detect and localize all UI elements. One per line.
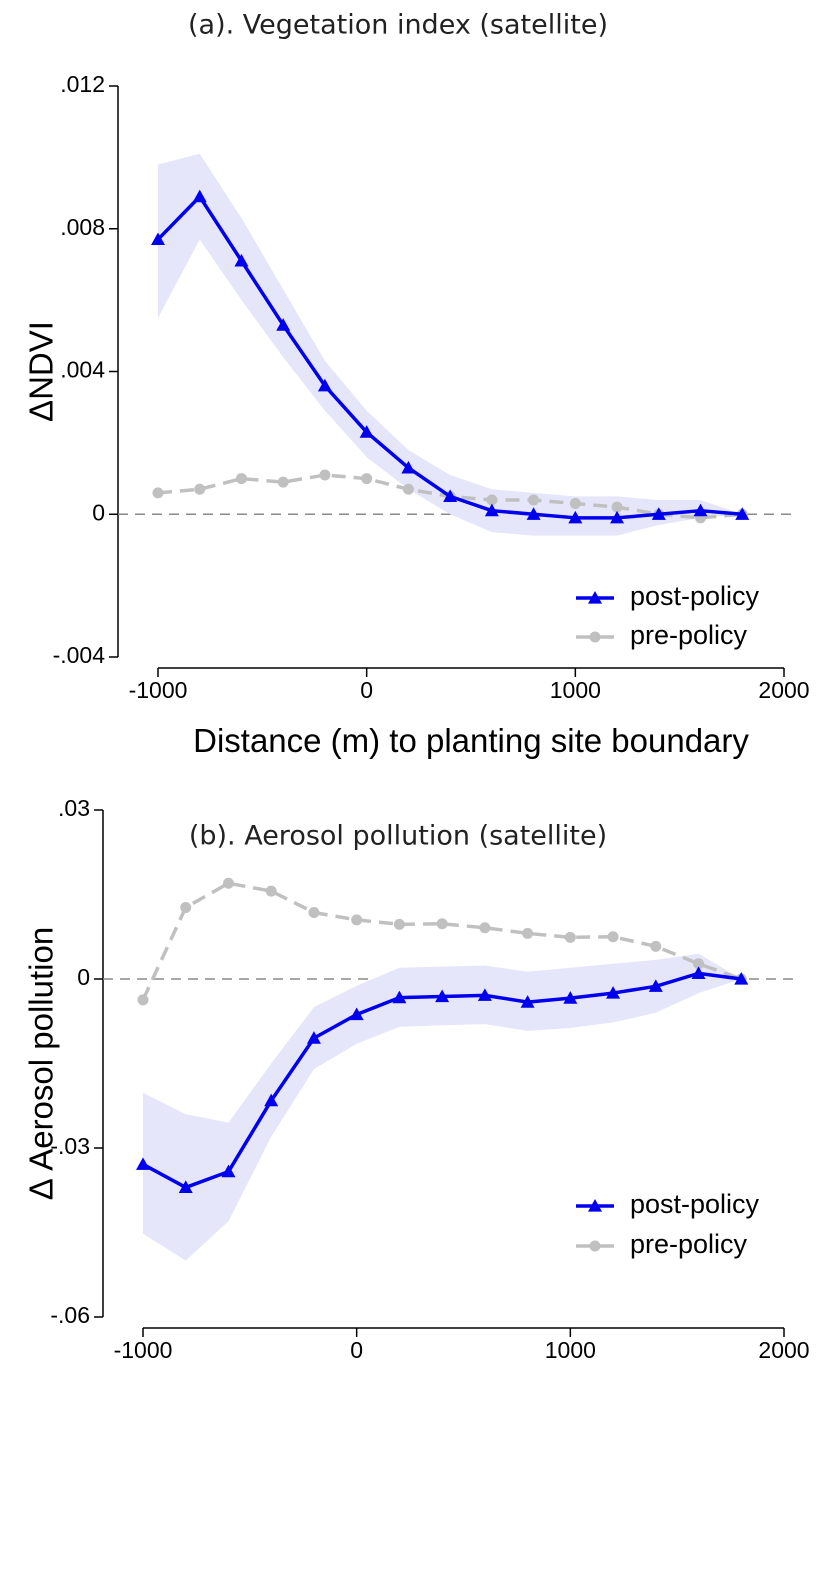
y-axis-label: ΔNDVI (23, 321, 60, 422)
y-tick-label: .03 (58, 795, 90, 821)
post-policy-point (477, 988, 492, 1001)
post-policy-point (651, 507, 666, 520)
chart-title: (a). Vegetation index (satellite) (188, 10, 608, 41)
x-tick-label: 2000 (758, 677, 809, 703)
post-policy-point (359, 425, 374, 438)
legend-post-policy-marker (588, 591, 602, 604)
pre-policy-point (528, 494, 540, 506)
y-tick-label: .012 (60, 71, 105, 97)
post-policy-point (317, 378, 332, 392)
legend-post-policy-label: post-policy (630, 1189, 760, 1219)
pre-policy-point (479, 922, 491, 934)
aerosol-chart: (b). Aerosol pollution (satellite) -.06 -.… (23, 795, 810, 1363)
y-tick-label: 0 (77, 964, 90, 990)
post-policy-point (735, 507, 750, 520)
post-policy-point (221, 1164, 236, 1178)
pre-policy-point (569, 498, 581, 510)
post-policy-point (151, 232, 165, 246)
post-policy-point (443, 489, 458, 503)
post-policy-point (234, 253, 249, 267)
post-policy-point (606, 986, 621, 999)
post-policy-point (178, 1180, 193, 1194)
y-tick-label: -.004 (53, 642, 106, 668)
y-tick-label: -.06 (50, 1302, 90, 1328)
legend-pre-policy-label: pre-policy (630, 1229, 748, 1259)
post-policy-point (435, 989, 450, 1003)
pre-policy-point (277, 476, 289, 488)
pre-policy-point (393, 918, 405, 930)
legend-pre-policy-label: pre-policy (630, 620, 748, 650)
post-policy-point (610, 510, 625, 524)
x-tick-label: 2000 (758, 1337, 809, 1363)
y-tick-label: .008 (60, 214, 105, 240)
pre-policy-point (693, 958, 705, 970)
y-tick-label: -.03 (50, 1133, 90, 1159)
post-policy-point (526, 507, 541, 520)
pre-policy-point (611, 501, 623, 513)
pre-policy-point (194, 483, 206, 495)
post-policy-point (734, 972, 749, 985)
pre-policy-point (361, 473, 373, 485)
pre-policy-point (265, 885, 277, 897)
pre-policy-point (351, 914, 363, 926)
y-tick-label: .004 (60, 357, 105, 383)
pre-policy-point (222, 877, 234, 889)
post-policy-point (401, 460, 416, 474)
post-policy-confidence-band (143, 953, 742, 1261)
pre-policy-point (402, 483, 414, 495)
x-tick-label: 1000 (545, 1337, 596, 1363)
chart-title: (b). Aerosol pollution (satellite) (189, 821, 607, 852)
pre-policy-point (152, 487, 164, 499)
pre-policy-point (180, 901, 192, 913)
post-policy-point (392, 990, 407, 1004)
x-tick-label: -1000 (129, 677, 188, 703)
pre-policy-line (141, 881, 742, 1001)
post-policy-point (563, 991, 578, 1004)
legend-pre-policy-marker (589, 631, 601, 643)
post-policy-point (568, 510, 583, 524)
post-policy-point (520, 995, 535, 1008)
post-policy-point (192, 189, 207, 203)
post-policy-point (693, 503, 708, 517)
pre-policy-point (319, 469, 331, 481)
legend-post-policy-label: post-policy (630, 581, 760, 611)
x-tick-label: 0 (350, 1337, 363, 1363)
x-tick-label: -1000 (114, 1337, 173, 1363)
legend-post-policy-marker (588, 1199, 602, 1212)
pre-policy-point (308, 907, 320, 919)
x-tick-label: 0 (360, 677, 373, 703)
pre-policy-point (436, 918, 448, 930)
post-policy-point (648, 979, 663, 992)
pre-policy-point (650, 940, 662, 952)
post-policy-point (276, 318, 291, 331)
pre-policy-point (607, 931, 619, 943)
post-policy-point (484, 503, 499, 517)
post-policy-point (306, 1031, 321, 1044)
chart-panel-a: (a). Vegetation index (satellite) -.004 0.… (0, 0, 820, 785)
y-axis-label: Δ Aerosol pollution (23, 927, 60, 1200)
pre-policy-point (235, 473, 247, 485)
chart-panel-b: (b). Aerosol pollution (satellite) -.06 -.… (0, 785, 820, 1571)
post-policy-point (691, 966, 706, 979)
pre-policy-point (486, 494, 498, 506)
post-policy-point (264, 1093, 279, 1107)
pre-policy-point (137, 994, 149, 1006)
post-policy-point (349, 1007, 364, 1021)
y-tick-label: 0 (92, 499, 105, 525)
pre-policy-point (522, 927, 534, 939)
pre-policy-point (564, 931, 576, 943)
post-policy-confidence-band (158, 153, 743, 536)
x-axis-label: Distance (m) to planting site boundary (193, 722, 749, 759)
x-tick-label: 1000 (550, 677, 601, 703)
ndvi-chart: (a). Vegetation index (satellite) -.004 0.… (23, 10, 810, 760)
legend-pre-policy-marker (589, 1240, 601, 1252)
post-policy-point (136, 1157, 150, 1170)
